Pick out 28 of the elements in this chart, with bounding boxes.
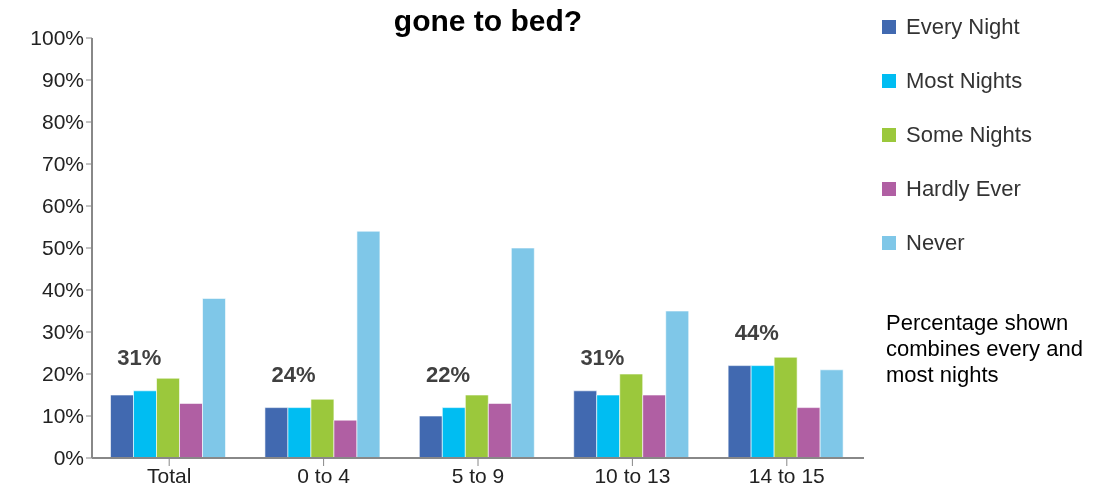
y-tick-label: 70% [41,152,84,176]
legend-label: Some Nights [906,122,1032,148]
y-tick-label: 0% [53,446,84,470]
y-tick-label: 100% [30,26,84,50]
text: Percentage shown combines every and most nights [886,310,1084,388]
x-tick-label: 0 to 4 [297,463,351,487]
y-tick-label: 20% [41,362,84,386]
annotation: 44% [734,319,779,345]
annotation: 31% [117,344,162,370]
legend-label: Hardly Ever [906,176,1021,202]
x-tick-label: 14 to 15 [748,463,825,487]
legend-label: Most Nights [906,68,1023,94]
y-tick-label: 80% [41,110,84,134]
x-tick-label: 5 to 9 [451,463,505,487]
x-tick-label: 10 to 13 [594,463,671,487]
y-tick-label: 30% [41,320,84,344]
annotation: 31% [580,344,625,370]
y-tick-label: 10% [41,404,84,428]
y-tick-label: 50% [41,236,84,260]
annotation: 22% [425,361,471,387]
legend-label: Never [906,230,965,256]
y-tick-label: 40% [41,278,84,302]
y-tick-label: 90% [41,68,84,92]
legend-label: Every Night [906,14,1020,40]
y-tick-label: 60% [41,194,84,218]
annotation: 24% [271,361,316,387]
x-tick-label: Total [147,463,192,487]
chart-title: gone to bed? [392,4,584,38]
